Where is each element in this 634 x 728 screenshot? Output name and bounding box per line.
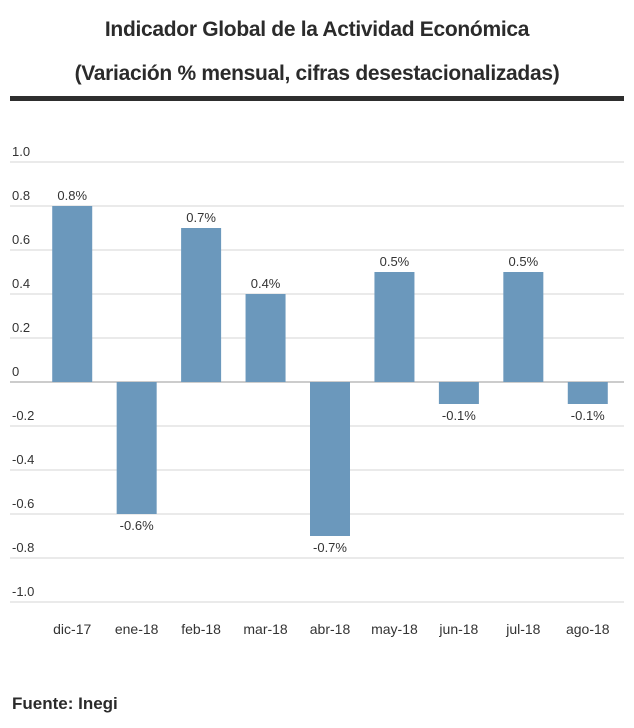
x-tick-label: mar-18: [243, 621, 288, 637]
y-tick-label: 1.0: [12, 144, 30, 159]
y-tick-label: -0.6: [12, 496, 34, 511]
data-label: -0.6%: [120, 518, 154, 533]
x-tick-label: feb-18: [181, 621, 221, 637]
data-label: -0.7%: [313, 540, 347, 555]
source-note: Fuente: Inegi: [12, 694, 118, 713]
x-tick-label: jul-18: [505, 621, 540, 637]
x-tick-label: ene-18: [115, 621, 159, 637]
bar-may-18: [374, 272, 415, 382]
data-label: -0.1%: [571, 408, 605, 423]
data-label: 0.7%: [186, 210, 216, 225]
y-tick-label: 0.4: [12, 276, 30, 291]
x-tick-label: abr-18: [310, 621, 351, 637]
data-label: -0.1%: [442, 408, 476, 423]
y-tick-label: -0.4: [12, 452, 34, 467]
y-tick-label: 0: [12, 364, 19, 379]
y-tick-label: -1.0: [12, 584, 34, 599]
bar-jul-18: [503, 272, 544, 382]
bar-ago-18: [567, 382, 608, 404]
x-tick-label: ago-18: [566, 621, 610, 637]
y-tick-label: 0.2: [12, 320, 30, 335]
title-divider: [10, 96, 624, 101]
data-label: 0.4%: [251, 276, 281, 291]
y-tick-label: -0.2: [12, 408, 34, 423]
y-tick-label: -0.8: [12, 540, 34, 555]
chart-title: Indicador Global de la Actividad Económi…: [104, 18, 530, 41]
bar-feb-18: [181, 228, 222, 382]
x-tick-label: jun-18: [438, 621, 478, 637]
bar-dic-17: [52, 206, 93, 382]
bar-ene-18: [116, 382, 157, 514]
data-label: 0.8%: [57, 188, 87, 203]
bar-mar-18: [245, 294, 286, 382]
y-tick-label: 0.8: [12, 188, 30, 203]
x-tick-label: dic-17: [53, 621, 91, 637]
bar-abr-18: [310, 382, 350, 536]
y-tick-label: 0.6: [12, 232, 30, 247]
chart-subtitle: (Variación % mensual, cifras desestacion…: [74, 62, 560, 85]
data-label: 0.5%: [380, 254, 410, 269]
bar-jun-18: [438, 382, 479, 404]
data-label: 0.5%: [509, 254, 539, 269]
x-tick-label: may-18: [371, 621, 418, 637]
